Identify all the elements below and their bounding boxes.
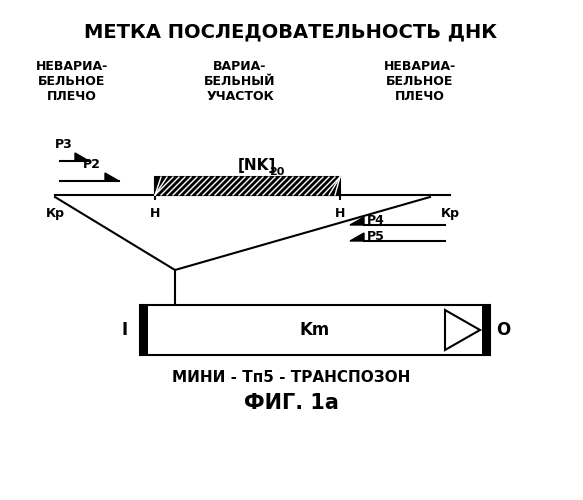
Text: P4: P4 <box>367 214 385 228</box>
Text: Н: Н <box>335 207 345 220</box>
Text: МЕТКА ПОСЛЕДОВАТЕЛЬНОСТЬ ДНК: МЕТКА ПОСЛЕДОВАТЕЛЬНОСТЬ ДНК <box>85 22 497 41</box>
Text: 20: 20 <box>269 167 285 177</box>
Text: ФИГ. 1а: ФИГ. 1а <box>244 393 339 413</box>
Text: ВАРИА-
БЕЛЬНЫЙ
УЧАСТОК: ВАРИА- БЕЛЬНЫЙ УЧАСТОК <box>204 60 276 103</box>
Text: [NK]: [NK] <box>237 158 276 173</box>
Text: НЕВАРИА-
БЕЛЬНОЕ
ПЛЕЧО: НЕВАРИА- БЕЛЬНОЕ ПЛЕЧО <box>36 60 108 103</box>
Text: НЕВАРИА-
БЕЛЬНОЕ
ПЛЕЧО: НЕВАРИА- БЕЛЬНОЕ ПЛЕЧО <box>384 60 456 103</box>
Text: Km: Km <box>300 321 330 339</box>
Text: Кр: Кр <box>45 207 65 220</box>
Text: МИНИ - Тп5 - ТРАНСПОЗОН: МИНИ - Тп5 - ТРАНСПОЗОН <box>172 370 410 385</box>
Text: I: I <box>122 321 128 339</box>
Bar <box>140 305 148 355</box>
Text: P2: P2 <box>83 158 101 171</box>
Polygon shape <box>350 217 364 225</box>
Polygon shape <box>75 153 89 161</box>
Text: P3: P3 <box>55 138 73 151</box>
Text: Н: Н <box>150 207 160 220</box>
Text: P5: P5 <box>367 230 385 243</box>
Text: O: O <box>496 321 510 339</box>
Polygon shape <box>105 173 119 181</box>
Bar <box>155 177 340 195</box>
Text: Кр: Кр <box>441 207 459 220</box>
Bar <box>140 305 490 355</box>
Bar <box>482 305 490 355</box>
Polygon shape <box>350 233 364 241</box>
